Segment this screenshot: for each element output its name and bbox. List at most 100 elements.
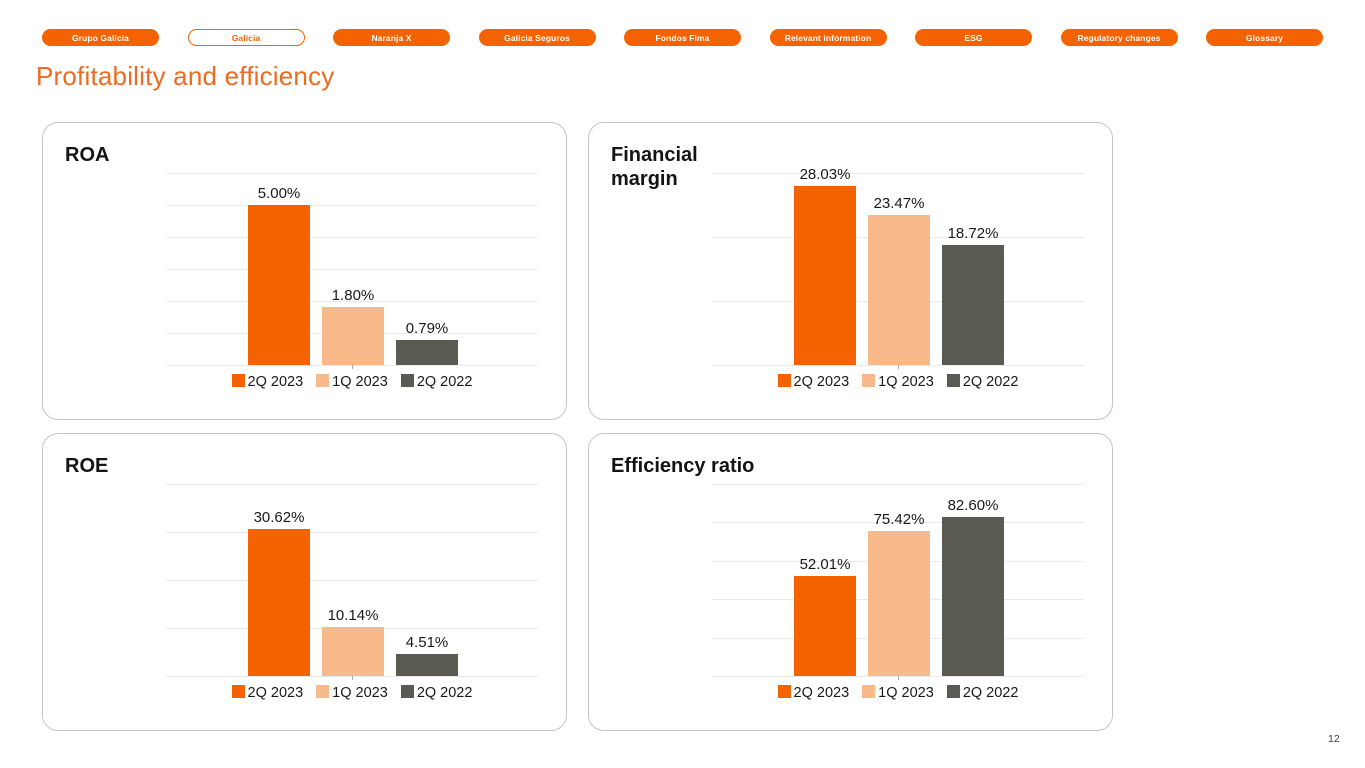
gridline — [166, 173, 538, 174]
nav-pill-glossary[interactable]: Glossary — [1206, 29, 1323, 46]
bar-2q2023 — [248, 205, 310, 365]
bar-2q2022 — [942, 517, 1004, 676]
bar-2q2023 — [794, 576, 856, 676]
chart-legend: 2Q 2023 1Q 2023 2Q 2022 — [166, 685, 538, 701]
legend-item: 1Q 2023 — [316, 374, 388, 390]
bar-chart-roe: 30.62% 10.14% 4.51% — [166, 484, 538, 680]
legend-label: 2Q 2022 — [416, 685, 473, 701]
chart-title: ROA — [65, 144, 110, 166]
bar-value-label: 30.62% — [253, 509, 305, 527]
nav-pill-naranja-x[interactable]: Naranja X — [333, 29, 450, 46]
bar-2q2022 — [942, 245, 1004, 365]
chart-card-efficiency-ratio: Efficiency ratio 52.01% 75.42% 82.60% 2Q 2… — [588, 433, 1113, 731]
legend-swatch-2q2022 — [400, 685, 414, 698]
chart-card-roa: ROA 5.00% 1.80% 0.79% 2Q 2023 1Q 2023 2Q 2… — [42, 122, 567, 420]
legend-item: 1Q 2023 — [862, 685, 934, 701]
chart-title: Financial margin — [611, 144, 698, 190]
legend-item: 2Q 2023 — [231, 374, 304, 390]
gridline — [712, 484, 1084, 485]
legend-label: 2Q 2023 — [793, 685, 850, 701]
bar-1q2023 — [868, 531, 930, 676]
legend-label: 2Q 2022 — [962, 685, 1019, 701]
bar-chart-efficiency-ratio: 52.01% 75.42% 82.60% — [712, 484, 1084, 680]
bar-value-label: 75.42% — [873, 511, 925, 529]
chart-legend: 2Q 2023 1Q 2023 2Q 2022 — [166, 374, 538, 390]
legend-item: 2Q 2022 — [400, 685, 473, 701]
bar-chart-financial-margin: 28.03% 23.47% 18.72% — [712, 166, 1084, 369]
legend-item: 2Q 2023 — [777, 685, 850, 701]
legend-label: 1Q 2023 — [332, 374, 388, 390]
bar-value-label: 10.14% — [327, 607, 379, 625]
legend-label: 1Q 2023 — [332, 685, 388, 701]
gridline — [166, 269, 538, 270]
legend-item: 1Q 2023 — [316, 685, 388, 701]
bar-value-label: 28.03% — [799, 165, 851, 183]
legend-item: 2Q 2023 — [231, 685, 304, 701]
bar-1q2023 — [322, 307, 384, 365]
chart-legend: 2Q 2023 1Q 2023 2Q 2022 — [712, 685, 1084, 701]
nav-pill-fondos-fima[interactable]: Fondos Fima — [624, 29, 741, 46]
legend-swatch-2q2022 — [400, 374, 414, 387]
chart-title: Efficiency ratio — [611, 455, 755, 477]
legend-item: 2Q 2022 — [946, 685, 1019, 701]
axis-tick — [352, 676, 353, 680]
gridline — [166, 301, 538, 302]
legend-swatch-1q2023 — [316, 374, 330, 387]
legend-item: 2Q 2022 — [400, 374, 473, 390]
bar-value-label: 82.60% — [947, 497, 999, 515]
nav-pill-grupo-galicia[interactable]: Grupo Galicia — [42, 29, 159, 46]
legend-swatch-2q2022 — [946, 374, 960, 387]
legend-label: 2Q 2023 — [247, 685, 304, 701]
chart-legend: 2Q 2023 1Q 2023 2Q 2022 — [712, 374, 1084, 390]
nav-pill-esg[interactable]: ESG — [915, 29, 1032, 46]
legend-swatch-1q2023 — [316, 685, 330, 698]
chart-title: ROE — [65, 455, 109, 477]
bar-value-label: 52.01% — [799, 556, 851, 574]
bar-2q2022 — [396, 339, 458, 365]
legend-swatch-2q2023 — [231, 685, 245, 698]
legend-label: 1Q 2023 — [878, 685, 934, 701]
bar-value-label: 18.72% — [947, 225, 999, 243]
bar-value-label: 0.79% — [405, 319, 449, 337]
page-title: Profitability and efficiency — [36, 61, 335, 91]
legend-item: 1Q 2023 — [862, 374, 934, 390]
nav-pill-galicia[interactable]: Galicia — [187, 29, 305, 46]
gridline — [712, 522, 1084, 524]
top-nav: Grupo Galicia Galicia Naranja X Galicia … — [42, 29, 1323, 46]
nav-pill-relevant-information[interactable]: Relevant information — [769, 29, 887, 46]
gridline — [166, 532, 538, 533]
bar-2q2022 — [396, 654, 458, 676]
bar-value-label: 5.00% — [257, 185, 301, 202]
bar-value-label: 1.80% — [331, 287, 375, 305]
bar-chart-roa: 5.00% 1.80% 0.79% — [166, 173, 538, 369]
bar-2q2023 — [794, 185, 856, 365]
axis-tick — [898, 365, 899, 369]
chart-card-roe: ROE 30.62% 10.14% 4.51% 2Q 2023 1Q 2023 2Q… — [42, 433, 567, 731]
bar-1q2023 — [322, 627, 384, 676]
legend-label: 1Q 2023 — [878, 374, 934, 390]
gridline — [712, 173, 1084, 174]
legend-swatch-1q2023 — [862, 685, 876, 698]
legend-swatch-2q2023 — [777, 374, 791, 387]
legend-label: 2Q 2023 — [793, 374, 850, 390]
gridline — [166, 484, 538, 485]
axis-tick — [352, 365, 353, 369]
page-number: 12 — [1328, 733, 1340, 745]
nav-pill-regulatory-changes[interactable]: Regulatory changes — [1060, 29, 1178, 46]
bar-value-label: 4.51% — [405, 634, 449, 652]
legend-label: 2Q 2022 — [962, 374, 1019, 390]
legend-swatch-1q2023 — [862, 374, 876, 387]
legend-swatch-2q2023 — [777, 685, 791, 698]
axis-tick — [898, 676, 899, 680]
chart-card-financial-margin: Financial margin 28.03% 23.47% 18.72% 2Q 2… — [588, 122, 1113, 420]
legend-swatch-2q2023 — [231, 374, 245, 387]
bar-1q2023 — [868, 214, 930, 365]
gridline — [166, 580, 538, 581]
legend-label: 2Q 2023 — [247, 374, 304, 390]
gridline — [166, 205, 538, 206]
bar-2q2023 — [248, 529, 310, 676]
nav-pill-galicia-seguros[interactable]: Galicia Seguros — [478, 29, 596, 46]
charts-grid: ROA 5.00% 1.80% 0.79% 2Q 2023 1Q 2023 2Q 2… — [42, 122, 1113, 731]
legend-label: 2Q 2022 — [416, 374, 473, 390]
